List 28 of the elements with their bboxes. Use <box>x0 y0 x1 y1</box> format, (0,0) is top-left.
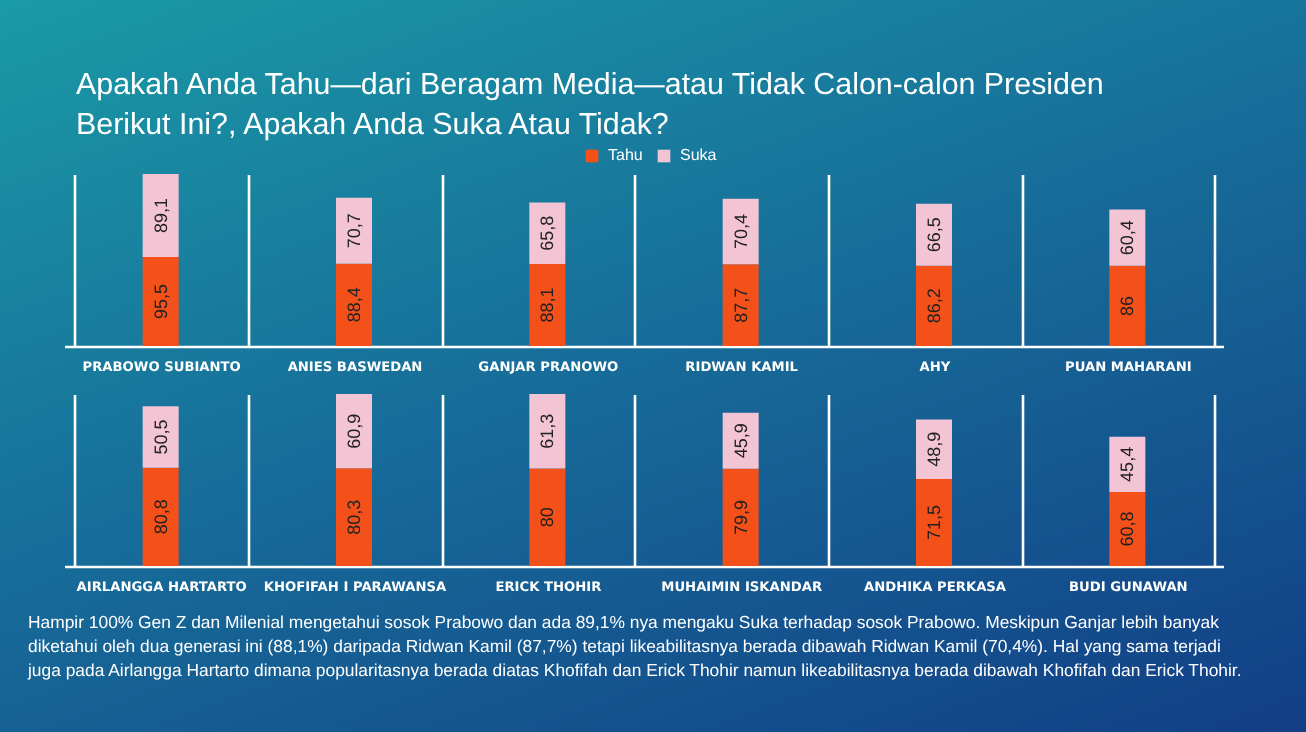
data-label: 60,9 <box>344 413 364 449</box>
data-label: 95,5 <box>150 283 171 320</box>
data-label: 89,1 <box>150 197 171 234</box>
data-label: 65,8 <box>537 215 558 251</box>
data-label: 45,9 <box>730 423 751 459</box>
data-label: 79,9 <box>730 499 751 535</box>
data-label: 86,2 <box>924 288 944 324</box>
data-label: 60,4 <box>1117 220 1138 256</box>
data-label: 86 <box>1117 295 1138 316</box>
chart-title: Apakah Anda Tahu—dari Beragam Media—atau Tidak Calon-calon Presiden Berikut Ini?, Apakah Anda Suka Atau Tidak? <box>76 66 1106 146</box>
data-label: 80,3 <box>344 499 364 535</box>
text: Hampir 100% Gen Z dan Milenial mengetahui sosok Prabowo dan ada 89,1% nya mengaku Suka terhadap sosok Prabowo. Meskipun Ganjar lebih banyak diketahui oleh dua generasi ini (88,1%) daripada Ridwan Kamil (87,7%) tetapi likeabilitasnya berada dibawah Ridwan Kamil (70,4%). Hal yang sama terjadi juga pada Airlangga Hartarto dimana popularitasnya berada diatas Khofifah dan Erick Thohir namun likeabilitasnya berada dibawah Khofifah dan Erick Thohir. <box>28 610 1244 682</box>
data-label: 50,5 <box>150 419 171 455</box>
data-label: 61,3 <box>537 413 558 449</box>
data-label: 87,7 <box>730 287 751 323</box>
data-label: 45,4 <box>1117 446 1138 482</box>
legend-label: Suka <box>680 146 718 164</box>
legend-label: Tahu <box>608 146 643 164</box>
data-label: 88,1 <box>537 287 558 323</box>
data-label: 70,7 <box>344 213 364 249</box>
data-label: 70,4 <box>730 213 751 250</box>
data-label: 48,9 <box>924 431 944 467</box>
data-label: 71,5 <box>924 504 944 541</box>
data-label: 66,5 <box>924 217 944 253</box>
data-label: 80,8 <box>150 499 171 535</box>
data-label: 88,4 <box>344 287 364 323</box>
data-label: 80 <box>537 507 558 528</box>
data-label: 60,8 <box>1117 511 1138 547</box>
